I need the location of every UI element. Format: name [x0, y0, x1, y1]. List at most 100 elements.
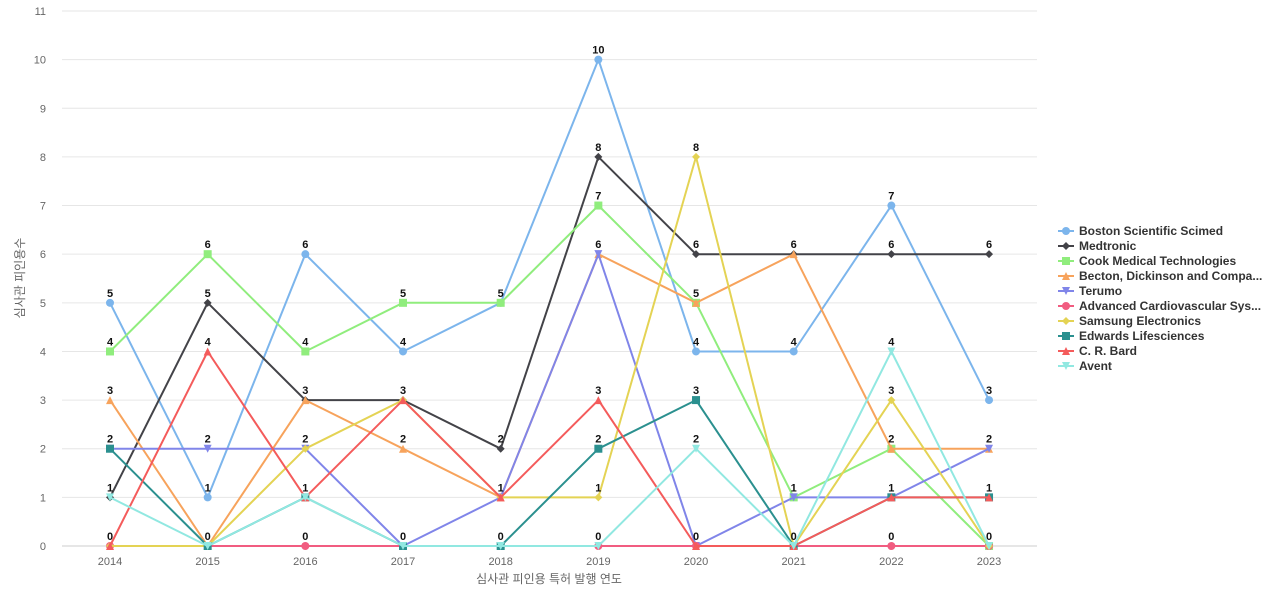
- data-label: 1: [595, 482, 601, 494]
- legend-marker-icon: [1058, 286, 1074, 295]
- data-label: 5: [205, 288, 211, 300]
- data-point: [1062, 346, 1070, 355]
- x-tick-label: 2019: [586, 556, 610, 568]
- series-line: [109, 350, 990, 547]
- data-label: 1: [986, 482, 992, 494]
- data-label: 0: [205, 531, 211, 543]
- series-line: [109, 350, 990, 547]
- data-point: [1062, 331, 1070, 340]
- data-point: [985, 396, 994, 405]
- data-point: [887, 250, 896, 259]
- y-tick-label: 5: [40, 298, 46, 310]
- data-point: [203, 493, 212, 502]
- legend-item[interactable]: Terumo: [1058, 283, 1280, 298]
- data-point: [203, 444, 212, 453]
- data-label: 4: [205, 336, 212, 348]
- data-point: [985, 493, 994, 502]
- data-label: 3: [302, 385, 308, 397]
- data-point: [106, 444, 114, 453]
- data-label: 6: [888, 239, 894, 251]
- data-point: [301, 347, 310, 356]
- y-tick-label: 3: [40, 395, 46, 407]
- data-label: 3: [595, 385, 601, 397]
- data-label: 5: [498, 288, 504, 300]
- data-point: [789, 250, 798, 259]
- legend-item[interactable]: Samsung Electronics: [1058, 313, 1280, 328]
- data-point: [1062, 226, 1070, 235]
- y-tick-label: 11: [35, 6, 46, 18]
- y-tick-label: 10: [34, 55, 46, 67]
- data-point: [203, 250, 212, 259]
- legend-label: Avent: [1079, 358, 1112, 373]
- data-label: 0: [791, 531, 797, 543]
- data-label: 0: [888, 531, 894, 543]
- data-point: [594, 396, 603, 405]
- data-label: 2: [888, 434, 894, 446]
- data-point: [594, 444, 603, 453]
- data-point: [692, 298, 701, 307]
- data-point: [789, 493, 798, 502]
- data-label: 0: [595, 531, 601, 543]
- data-point: [399, 542, 408, 550]
- legend-item[interactable]: Avent: [1058, 358, 1280, 373]
- data-point: [106, 542, 114, 550]
- data-label: 1: [888, 482, 894, 494]
- legend-marker-icon: [1058, 361, 1074, 370]
- series-line: [109, 399, 990, 547]
- data-label: 0: [107, 531, 113, 543]
- data-point: [594, 250, 603, 259]
- data-label: 6: [791, 239, 797, 251]
- grid-lines: [62, 10, 1037, 547]
- legend-item[interactable]: Boston Scientific Scimed: [1058, 223, 1280, 238]
- legend-item[interactable]: Advanced Cardiovascular Sys...: [1058, 298, 1280, 313]
- data-label: 2: [498, 434, 504, 446]
- data-point: [887, 201, 896, 210]
- data-point: [789, 542, 798, 550]
- data-label: 6: [205, 239, 211, 251]
- data-label: 3: [986, 385, 992, 397]
- data-point: [594, 201, 603, 210]
- data-point: [1062, 301, 1070, 310]
- data-point: [399, 347, 408, 356]
- data-point: [106, 396, 114, 405]
- data-label: 0: [498, 531, 504, 543]
- data-label: 8: [595, 142, 601, 154]
- data-label: 4: [400, 336, 407, 348]
- legend-item[interactable]: Cook Medical Technologies: [1058, 253, 1280, 268]
- data-label: 4: [791, 336, 798, 348]
- data-label: 4: [107, 336, 114, 348]
- data-label: 3: [888, 385, 894, 397]
- x-tick-label: 2016: [293, 556, 317, 568]
- data-point: [692, 347, 701, 356]
- y-tick-label: 1: [40, 492, 46, 504]
- data-point: [1062, 316, 1070, 325]
- x-tick-label: 2018: [488, 556, 512, 568]
- legend: Boston Scientific Scimed Medtronic Cook Me…: [1058, 223, 1280, 373]
- y-tick-label: 9: [40, 103, 46, 115]
- legend-marker-icon: [1058, 301, 1074, 310]
- legend-marker-icon: [1058, 346, 1074, 355]
- legend-item[interactable]: Edwards Lifesciences: [1058, 328, 1280, 343]
- data-point: [887, 396, 896, 405]
- data-label: 6: [302, 239, 308, 251]
- data-label: 1: [498, 482, 504, 494]
- data-label: 5: [400, 288, 406, 300]
- data-label: 3: [107, 385, 113, 397]
- data-point: [594, 152, 603, 161]
- legend-marker-icon: [1058, 241, 1074, 250]
- legend-item[interactable]: C. R. Bard: [1058, 343, 1280, 358]
- data-label: 8: [693, 142, 699, 154]
- data-point: [692, 444, 701, 453]
- data-label: 5: [693, 288, 699, 300]
- legend-marker-icon: [1058, 256, 1074, 265]
- legend-item[interactable]: Becton, Dickinson and Compa...: [1058, 268, 1280, 283]
- legend-item[interactable]: Medtronic: [1058, 238, 1280, 253]
- x-axis-title: 심사관 피인용 특허 발행 연도: [476, 571, 622, 586]
- x-axis-ticks: 2014 2015 2016 2017 2018 2019 2020 2021 2022 2023: [98, 556, 1002, 568]
- data-point: [203, 542, 212, 550]
- data-label: 1: [791, 482, 797, 494]
- data-labels: 5432106542106432105432052101087632108654…: [107, 45, 992, 543]
- legend-label: Medtronic: [1079, 238, 1137, 253]
- data-label: 10: [592, 45, 604, 57]
- data-point: [692, 542, 701, 550]
